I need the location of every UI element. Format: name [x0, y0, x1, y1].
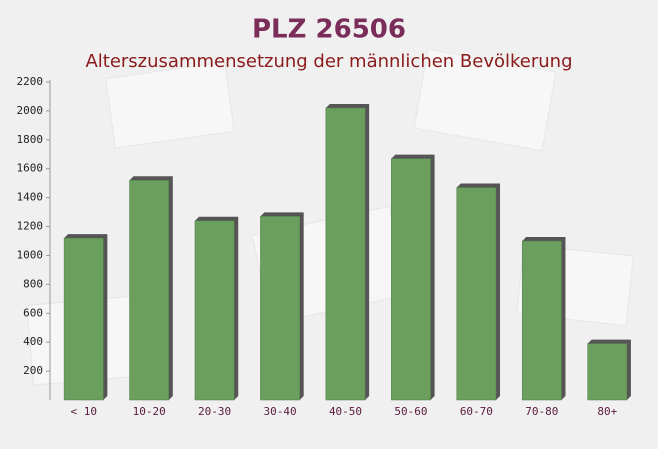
chart-subtitle: Alterszusammensetzung der männlichen Bev… — [85, 51, 572, 72]
x-tick-label: 50-60 — [394, 405, 427, 418]
x-tick-label: 40-50 — [329, 405, 362, 418]
y-tick-label: 1400 — [17, 191, 44, 204]
bar — [194, 220, 235, 401]
y-tick-label: 1600 — [17, 162, 44, 175]
y-tick-label: 200 — [23, 364, 43, 377]
y-tick-label: 400 — [23, 335, 43, 348]
x-tick-label: 20-30 — [198, 405, 231, 418]
bar — [587, 343, 628, 401]
bar — [260, 216, 300, 401]
y-tick-label: 2200 — [17, 75, 44, 88]
y-tick-label: 1000 — [17, 248, 44, 261]
y-tick-label: 1200 — [17, 220, 44, 233]
y-tick-label: 800 — [23, 277, 43, 290]
y-tick-label: 600 — [23, 306, 43, 319]
x-tick-label: 70-80 — [525, 405, 558, 418]
bar — [456, 187, 497, 401]
x-tick-label: 60-70 — [460, 405, 493, 418]
bar — [129, 180, 170, 401]
y-tick-label: 1800 — [17, 133, 44, 146]
bar — [325, 107, 366, 401]
y-tick-label: 2000 — [17, 104, 44, 117]
x-tick-label: 10-20 — [133, 405, 166, 418]
bar — [391, 158, 431, 401]
chart-title: PLZ 26506 — [252, 15, 406, 45]
x-tick-label: 80+ — [597, 405, 617, 418]
x-tick-label: < 10 — [70, 405, 97, 418]
bar — [521, 240, 562, 401]
bar — [63, 237, 104, 401]
x-tick-label: 30-40 — [263, 405, 296, 418]
